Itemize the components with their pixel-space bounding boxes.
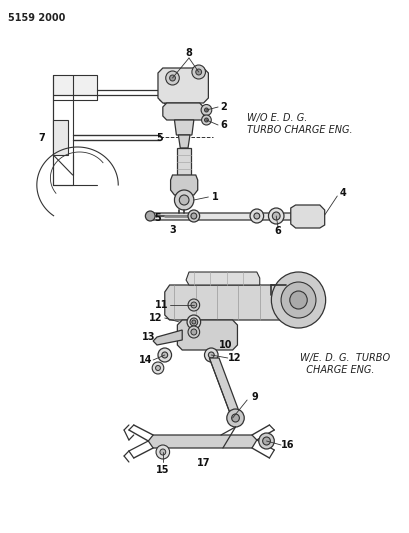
Circle shape: [249, 209, 263, 223]
Text: 12: 12: [149, 313, 162, 323]
Text: 3: 3: [169, 225, 175, 235]
Text: 9: 9: [251, 392, 258, 402]
Circle shape: [289, 291, 306, 309]
Circle shape: [253, 213, 259, 219]
Text: 10: 10: [218, 340, 232, 350]
Circle shape: [188, 210, 199, 222]
Circle shape: [179, 195, 189, 205]
Text: 6: 6: [220, 120, 227, 130]
Circle shape: [169, 75, 175, 81]
Text: 13: 13: [141, 332, 155, 342]
Text: 4: 4: [339, 188, 346, 198]
Circle shape: [208, 352, 213, 358]
Circle shape: [231, 414, 239, 422]
Text: 1: 1: [211, 192, 218, 202]
Text: W/E. D. G.  TURBO: W/E. D. G. TURBO: [300, 353, 390, 363]
Circle shape: [272, 212, 279, 220]
Polygon shape: [186, 272, 259, 285]
Polygon shape: [53, 75, 97, 95]
Text: 2: 2: [220, 102, 227, 112]
Circle shape: [157, 348, 171, 362]
Polygon shape: [177, 320, 237, 350]
Polygon shape: [164, 285, 285, 320]
Text: CHARGE ENG.: CHARGE ENG.: [300, 365, 374, 375]
Circle shape: [268, 208, 283, 224]
Polygon shape: [162, 103, 203, 120]
Text: 14: 14: [138, 355, 152, 365]
Circle shape: [258, 433, 274, 449]
Circle shape: [155, 366, 160, 370]
Circle shape: [226, 409, 244, 427]
Polygon shape: [147, 207, 305, 220]
Circle shape: [188, 299, 199, 311]
Circle shape: [174, 190, 193, 210]
Circle shape: [189, 318, 197, 326]
Polygon shape: [178, 135, 189, 148]
Circle shape: [145, 211, 155, 221]
Circle shape: [191, 213, 196, 219]
Text: 5: 5: [154, 213, 161, 223]
Text: TURBO CHARGE ENG.: TURBO CHARGE ENG.: [247, 125, 352, 135]
Polygon shape: [177, 148, 191, 175]
Text: 15: 15: [156, 465, 169, 475]
Text: 6: 6: [274, 226, 281, 236]
Circle shape: [152, 362, 164, 374]
Text: 17: 17: [196, 458, 210, 468]
Circle shape: [187, 315, 200, 329]
Polygon shape: [290, 205, 324, 228]
Text: 16: 16: [281, 440, 294, 450]
Text: 7: 7: [38, 133, 45, 143]
Text: 5159 2000: 5159 2000: [8, 13, 65, 23]
Circle shape: [204, 348, 218, 362]
Polygon shape: [53, 120, 67, 155]
Circle shape: [191, 329, 196, 335]
Circle shape: [156, 445, 169, 459]
Circle shape: [191, 65, 205, 79]
Circle shape: [191, 320, 196, 324]
Circle shape: [201, 115, 211, 125]
Circle shape: [188, 326, 199, 338]
Text: W/O E. D. G.: W/O E. D. G.: [247, 113, 307, 123]
Polygon shape: [153, 330, 182, 345]
Circle shape: [196, 69, 201, 75]
Circle shape: [271, 272, 325, 328]
Circle shape: [165, 71, 179, 85]
Circle shape: [160, 449, 165, 455]
Circle shape: [204, 118, 208, 122]
Circle shape: [162, 352, 167, 358]
Circle shape: [191, 302, 196, 308]
Circle shape: [281, 282, 315, 318]
Circle shape: [262, 437, 270, 445]
Polygon shape: [209, 358, 240, 415]
Polygon shape: [174, 120, 193, 135]
Polygon shape: [148, 435, 256, 448]
Text: 11: 11: [155, 300, 168, 310]
Polygon shape: [170, 175, 197, 195]
Circle shape: [201, 104, 211, 116]
Text: 12: 12: [227, 353, 241, 363]
Text: 8: 8: [185, 48, 192, 58]
Circle shape: [204, 108, 208, 112]
Polygon shape: [157, 68, 208, 103]
Text: 5: 5: [156, 133, 163, 143]
